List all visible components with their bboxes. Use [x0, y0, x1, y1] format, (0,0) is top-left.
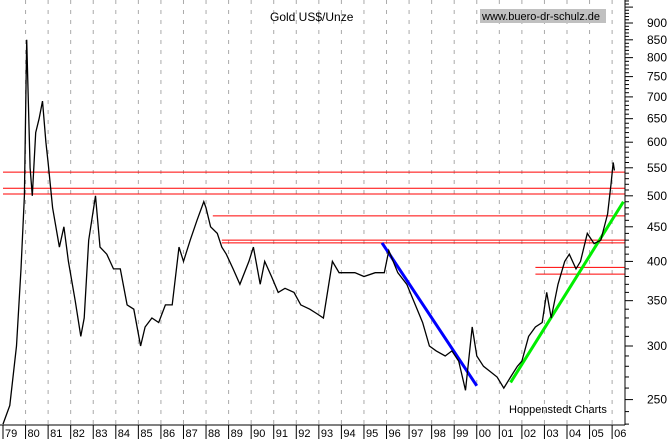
x-tick-label: 89 [231, 428, 243, 439]
x-tick-label: 92 [298, 428, 310, 439]
x-tick-label: 94 [343, 428, 355, 439]
x-tick-label: 81 [50, 428, 62, 439]
x-tick-label: 99 [456, 428, 468, 439]
y-tick-label: 250 [647, 393, 667, 407]
y-tick-label: 350 [647, 294, 667, 308]
y-tick-label: 800 [647, 51, 667, 65]
source-label-bg [480, 9, 606, 23]
x-tick-label: 91 [276, 428, 288, 439]
resistance-lines [3, 171, 625, 275]
y-tick-label: 750 [647, 70, 667, 84]
x-tick-label: 93 [321, 428, 333, 439]
x-tick-label: 90 [253, 428, 265, 439]
x-tick-label: 79 [5, 428, 17, 439]
x-tick-label: 03 [546, 428, 558, 439]
y-tick-label: 400 [647, 254, 667, 268]
y-tick-label: 700 [647, 90, 667, 104]
x-tick-label: 83 [95, 428, 107, 439]
price-series-line [2, 39, 616, 425]
x-tick-label: 04 [569, 428, 581, 439]
x-tick-label: 00 [479, 428, 491, 439]
x-tick-label: 87 [185, 428, 197, 439]
credit-label: Hoppenstedt Charts [509, 404, 607, 416]
x-tick-label: 98 [434, 428, 446, 439]
y-tick-label: 850 [647, 33, 667, 47]
x-tick-label: 88 [208, 428, 220, 439]
y-tick-label: 650 [647, 112, 667, 126]
x-tick-label: 96 [389, 428, 401, 439]
x-tick-label: 95 [366, 428, 378, 439]
x-tick-label: 82 [73, 428, 85, 439]
y-tick-label: 450 [647, 220, 667, 234]
grid-lines [25, 0, 613, 425]
y-tick-label: 900 [647, 16, 667, 30]
x-tick-label: 05 [592, 428, 604, 439]
x-tick-label: 06 [614, 428, 626, 439]
x-tick-label: 02 [524, 428, 536, 439]
x-tick-label: 85 [140, 428, 152, 439]
chart-title: Gold US$/Unze [270, 10, 354, 24]
y-tick-label: 600 [647, 135, 667, 149]
x-tick-label: 97 [411, 428, 423, 439]
x-tick-label: 01 [501, 428, 513, 439]
y-tick-label: 500 [647, 189, 667, 203]
trend-lines [380, 200, 625, 387]
x-tick-label: 86 [163, 428, 175, 439]
x-tick-label: 84 [118, 428, 130, 439]
source-label: www.buero-dr-schulz.de [481, 11, 600, 23]
y-tick-label: 550 [647, 161, 667, 175]
x-tick-label: 80 [28, 428, 40, 439]
y-tick-label: 300 [647, 339, 667, 353]
uptrend-line [509, 200, 625, 384]
downtrend-line [380, 242, 479, 387]
